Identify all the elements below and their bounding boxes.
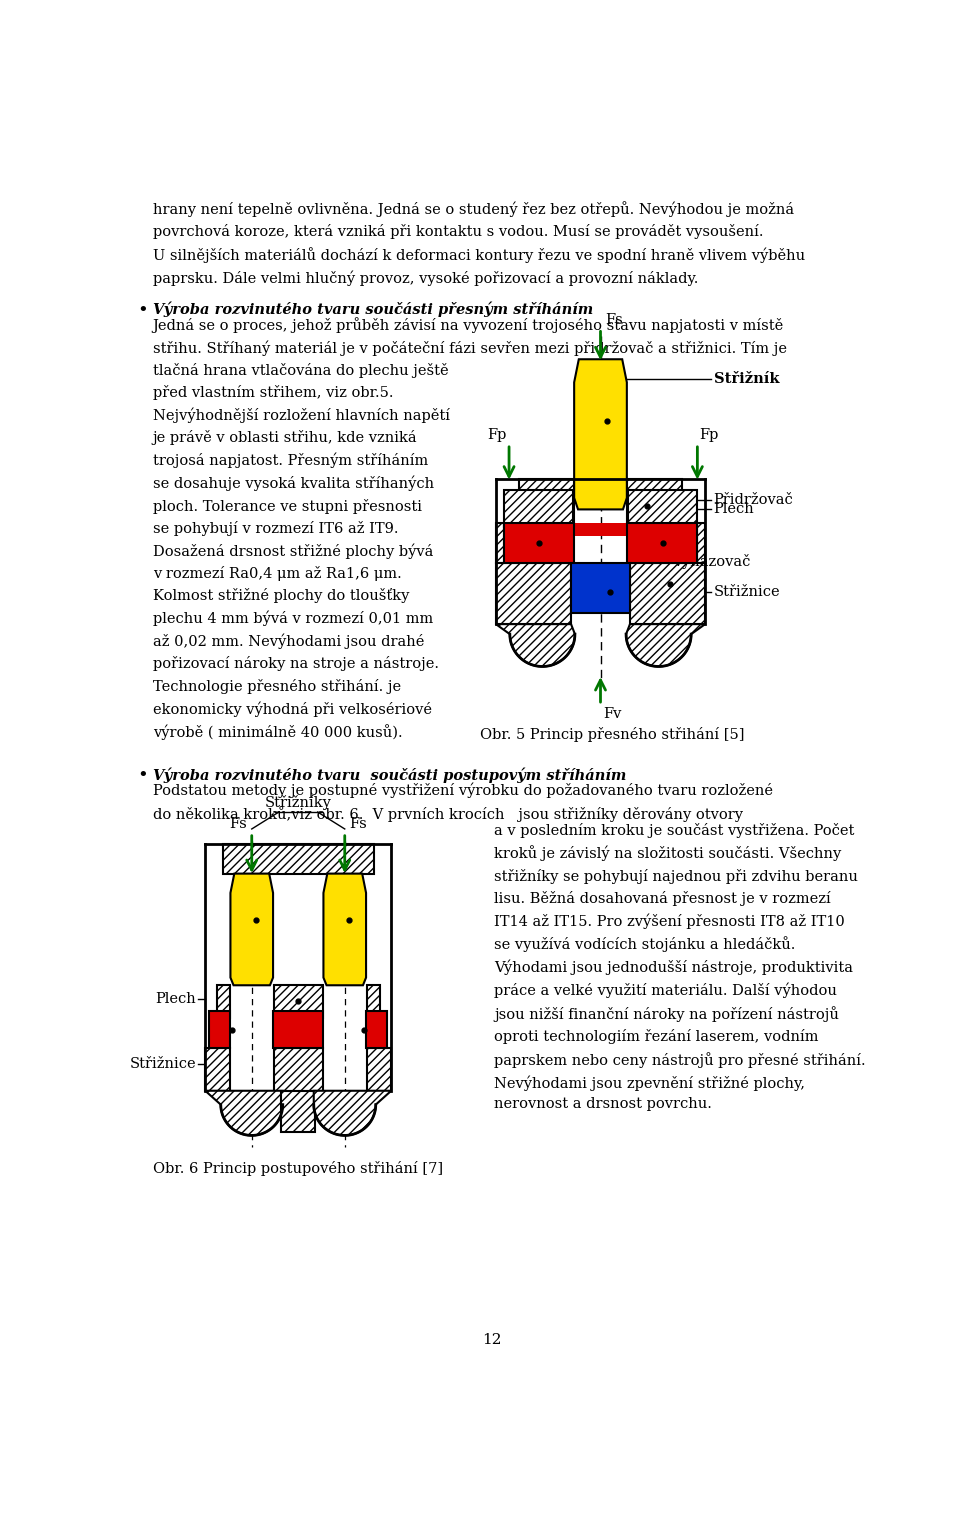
Text: Obr. 5 Princip přesného střihání [5]: Obr. 5 Princip přesného střihání [5] [480,727,744,742]
Polygon shape [574,360,627,510]
Polygon shape [627,522,697,563]
Polygon shape [205,1091,283,1135]
Text: Přidržovač: Přidržovač [713,493,793,507]
Text: Plech: Plech [156,993,196,1006]
Text: hrany není tepelně ovlivněna. Jedná se o studený řez bez otřepů. Nevýhodou je mo: hrany není tepelně ovlivněna. Jedná se o… [153,202,804,285]
Polygon shape [519,478,574,528]
Polygon shape [628,490,697,527]
Text: Výroba rozvinutého tvaru  součásti postupovým stříháním: Výroba rozvinutého tvaru součásti postup… [153,768,626,783]
Polygon shape [209,1011,230,1049]
Text: Fs: Fs [605,313,623,326]
Text: Vyhazovač: Vyhazovač [673,554,751,569]
Text: Obr. 6 Princip postupového střihání [7]: Obr. 6 Princip postupového střihání [7] [153,1161,443,1176]
Text: •: • [137,768,148,785]
Polygon shape [324,874,366,985]
Text: •: • [137,302,148,319]
Text: Jedná se o proces, jehož průběh závisí na vyvození trojosého stavu napjatosti v : Jedná se o proces, jehož průběh závisí n… [153,317,786,741]
Text: Střižník: Střižník [713,372,780,386]
Polygon shape [504,522,697,536]
Polygon shape [367,985,379,1017]
Polygon shape [205,1049,229,1091]
Polygon shape [496,563,571,624]
Polygon shape [630,563,706,624]
Polygon shape [627,478,682,528]
Polygon shape [367,1049,392,1091]
Text: Fp: Fp [700,428,719,442]
Polygon shape [217,985,229,1017]
Polygon shape [314,1091,392,1135]
Text: Fv: Fv [604,706,622,721]
Text: a v posledním kroku je součást vystřižena. Počet
kroků je závislý na složitosti : a v posledním kroku je součást vystřižen… [494,823,866,1111]
Polygon shape [366,1011,388,1049]
Polygon shape [274,985,323,1017]
Polygon shape [504,490,573,527]
Text: Výroba rozvinutého tvaru součásti přesným stříháním: Výroba rozvinutého tvaru součásti přesný… [153,302,592,317]
Polygon shape [496,522,504,563]
Text: Střižnice: Střižnice [130,1057,196,1070]
Text: Fs: Fs [349,817,367,830]
Polygon shape [230,874,273,985]
Polygon shape [223,844,373,874]
Polygon shape [496,624,575,666]
Polygon shape [626,624,706,666]
Text: Fs: Fs [229,817,247,830]
Polygon shape [504,522,574,563]
Text: Fp: Fp [488,428,507,442]
Text: Střižnice: Střižnice [713,584,780,598]
Text: Plech: Plech [713,501,755,516]
Polygon shape [274,1049,323,1091]
Text: 12: 12 [482,1333,502,1348]
Text: Podstatou metody je postupné vystřižení výrobku do požadovaného tvaru rozložené
: Podstatou metody je postupné vystřižení … [153,783,773,821]
Polygon shape [273,1011,324,1049]
Polygon shape [281,1091,315,1131]
Polygon shape [697,522,706,563]
Polygon shape [571,563,630,613]
Text: Střižníky: Střižníky [265,795,332,811]
